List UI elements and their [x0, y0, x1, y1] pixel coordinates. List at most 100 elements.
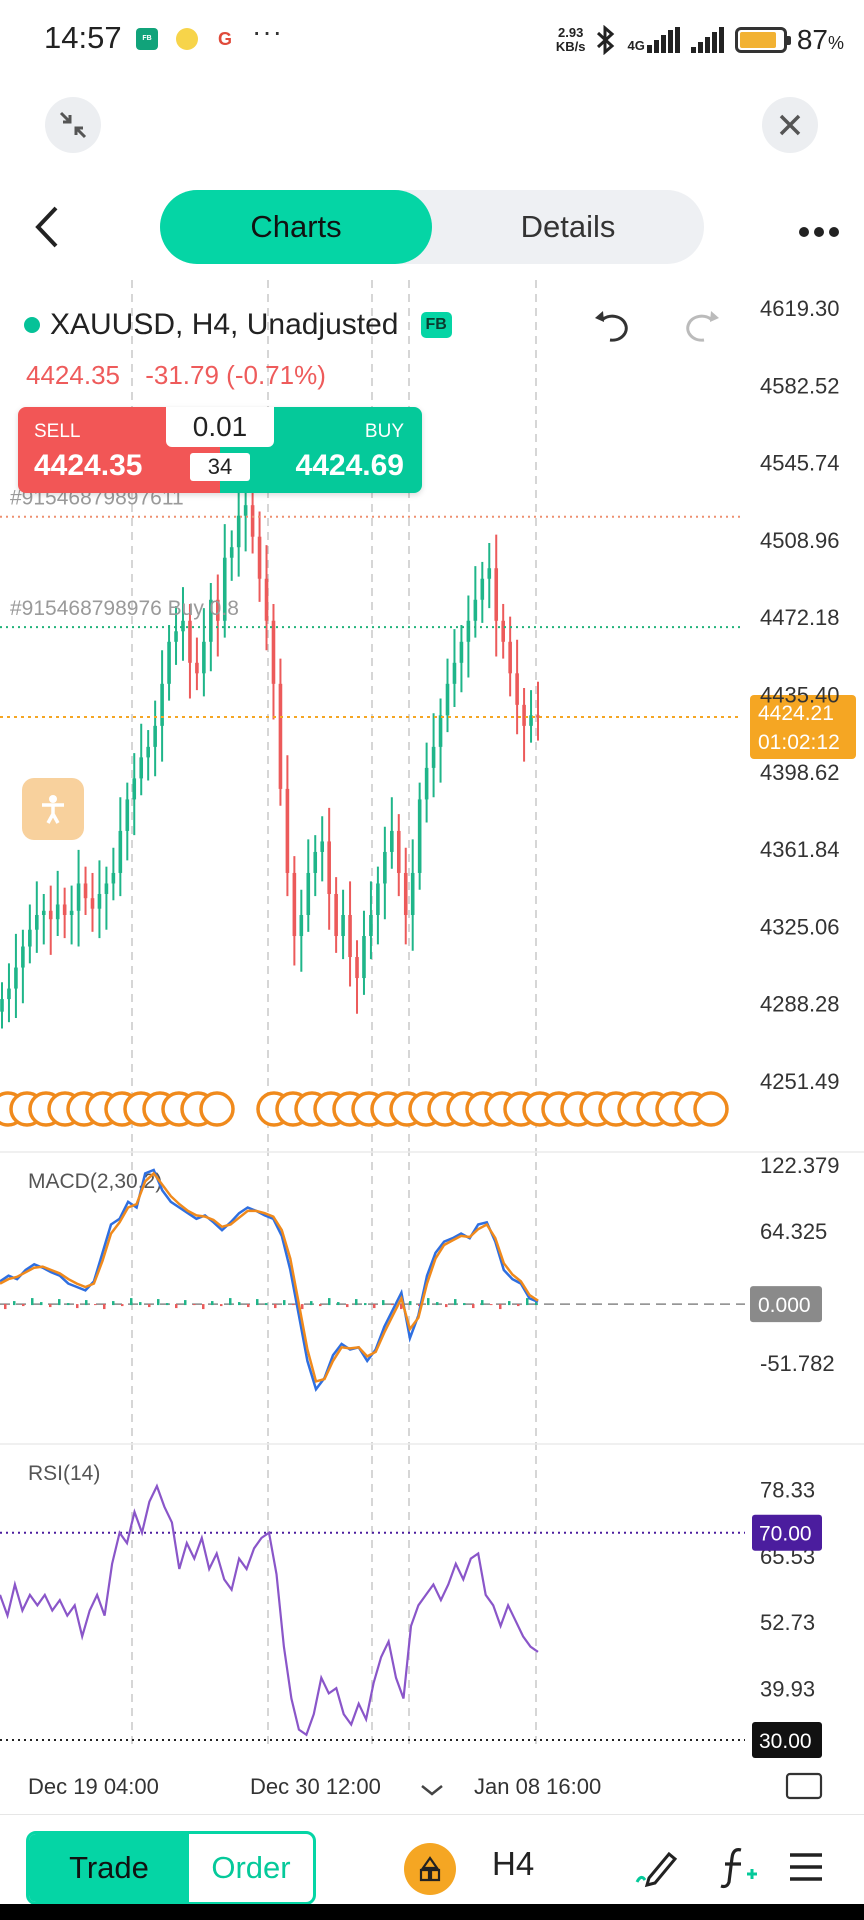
- macd-hist-bar-56: [508, 1301, 511, 1306]
- candle-body-53: [369, 915, 373, 937]
- macd-hist-bar-57: [517, 1304, 520, 1307]
- symbol-name[interactable]: XAUUSD, H4, Unadjusted: [50, 308, 399, 341]
- undo-icon: [595, 311, 628, 342]
- drawing-tools-button[interactable]: [630, 1841, 682, 1893]
- live-indicator: [24, 317, 40, 333]
- trade-button[interactable]: Trade: [29, 1834, 189, 1902]
- macd-hist-bar-37: [337, 1302, 340, 1306]
- close-button[interactable]: [762, 97, 818, 153]
- macd-hist-bar-16: [148, 1304, 151, 1308]
- candle-body-0: [0, 999, 4, 1012]
- macd-title: MACD(2,30,2): [28, 1170, 162, 1193]
- candle-body-39: [271, 620, 276, 684]
- lot-size-input[interactable]: 0.01: [166, 407, 274, 447]
- more-menu-button[interactable]: [798, 208, 840, 247]
- macd-hist-bar-23: [211, 1301, 214, 1306]
- undo-button[interactable]: [592, 306, 632, 346]
- candle-body-10: [69, 910, 74, 916]
- macd-hist-bar-13: [121, 1304, 124, 1307]
- macd-hist-bar-38: [346, 1304, 349, 1308]
- accessibility-button[interactable]: [22, 778, 84, 840]
- macd-hist-bar-11: [103, 1304, 106, 1310]
- macd-hist-bar-18: [166, 1303, 169, 1306]
- tab-charts[interactable]: Charts: [160, 190, 432, 264]
- macd-hist-bar-9: [85, 1300, 88, 1306]
- candle-body-52: [362, 936, 366, 979]
- macd-hist-bar-3: [31, 1298, 34, 1306]
- macd-hist-bar-8: [76, 1304, 79, 1309]
- macd-hist-bar-58: [526, 1298, 529, 1306]
- candle-body-47: [327, 841, 331, 894]
- time-axis-label-0: Dec 19 04:00: [28, 1774, 159, 1799]
- change-value: -31.79 (-0.71%): [145, 360, 326, 390]
- candle-body-77: [536, 715, 540, 718]
- status-time: 14:57: [44, 20, 122, 55]
- pen-icon: [635, 1851, 678, 1888]
- price-tick-label-6: 4398.62: [760, 760, 840, 785]
- candle-body-15: [104, 883, 109, 894]
- chart-type-button[interactable]: [404, 1843, 456, 1895]
- grid: [0, 280, 864, 1750]
- candle-body-24: [167, 641, 171, 684]
- accessibility-icon: [42, 795, 64, 824]
- candle-body-8: [55, 904, 60, 920]
- macd-hist-bar-44: [400, 1304, 403, 1310]
- candle-body-30: [209, 599, 213, 642]
- menu-button[interactable]: [780, 1841, 832, 1893]
- candle-body-64: [445, 683, 450, 716]
- chart-area[interactable]: #91546879897611#915468798976 Buy 0.84424…: [0, 280, 864, 1810]
- buy-label: BUY: [364, 421, 404, 442]
- rsi-title: RSI(14): [28, 1462, 100, 1485]
- macd-hist-bar-55: [499, 1304, 502, 1310]
- candle-body-16: [111, 872, 116, 884]
- spread-value: 34: [190, 453, 250, 481]
- macd-hist-bar-42: [382, 1300, 385, 1306]
- macd-hist-bar-21: [193, 1304, 196, 1306]
- last-price: 4424.35: [26, 360, 120, 390]
- price-tick-label-8: 4325.06: [760, 914, 840, 939]
- candle-body-74: [515, 673, 519, 705]
- redo-button[interactable]: [682, 306, 722, 346]
- more-dots-icon: [799, 227, 839, 237]
- macd-hist-bar-5: [49, 1304, 52, 1308]
- candle-body-27: [188, 620, 192, 663]
- macd-hist-bar-34: [310, 1301, 313, 1306]
- collapse-icon: [59, 111, 87, 139]
- price-tick-label-5: 4435.40: [760, 682, 840, 707]
- macd-hist-bar-50: [454, 1299, 457, 1306]
- macd-hist-bar-46: [418, 1304, 421, 1307]
- status-bar: 14:57 FB G ··· 2.93 KB/s 4G 87%: [0, 0, 864, 80]
- macd-hist-bar-20: [184, 1300, 187, 1306]
- candle-body-25: [174, 631, 178, 642]
- status-indicators: 2.93 KB/s 4G 87%: [556, 20, 844, 60]
- order-button[interactable]: Order: [211, 1850, 291, 1885]
- price-tick-label-7: 4361.84: [760, 837, 840, 862]
- price-tick-label-9: 4288.28: [760, 992, 840, 1017]
- battery-icon: [734, 27, 791, 53]
- minimize-button[interactable]: [45, 97, 101, 153]
- macd-panel: MACD(2,30,2) 122.379 64.325 -51.782 0.000: [0, 1153, 840, 1393]
- macd-hist-bar-27: [247, 1304, 250, 1308]
- price-tick-label-0: 4619.30: [760, 296, 840, 321]
- order-label-1: #915468798976 Buy 0.8: [10, 597, 239, 620]
- macd-hist-bar-47: [427, 1298, 430, 1306]
- macd-hist-bar-35: [319, 1304, 322, 1307]
- macd-hist-bar-12: [112, 1301, 115, 1306]
- macd-hist-bar-36: [328, 1298, 331, 1306]
- sell-label: SELL: [34, 421, 81, 442]
- back-button[interactable]: [24, 202, 74, 252]
- time-axis-label-2: Jan 08 16:00: [474, 1774, 601, 1799]
- rsi-tick-label-3: 39.93: [760, 1677, 815, 1702]
- tab-details[interactable]: Details: [520, 209, 616, 244]
- macd-zero-tag: [750, 1286, 822, 1323]
- fb-badge: FB: [420, 312, 452, 338]
- redo-icon: [686, 311, 719, 342]
- macd-hist-bar-25: [229, 1298, 232, 1306]
- indicators-button[interactable]: [712, 1841, 764, 1893]
- timeframe-selector[interactable]: H4: [492, 1845, 535, 1882]
- candle-body-56: [390, 830, 394, 852]
- candle-body-62: [431, 746, 436, 768]
- macd-hist-bar-52: [472, 1304, 475, 1309]
- candle-body-72: [501, 620, 505, 642]
- chevron-left-icon: [35, 206, 58, 248]
